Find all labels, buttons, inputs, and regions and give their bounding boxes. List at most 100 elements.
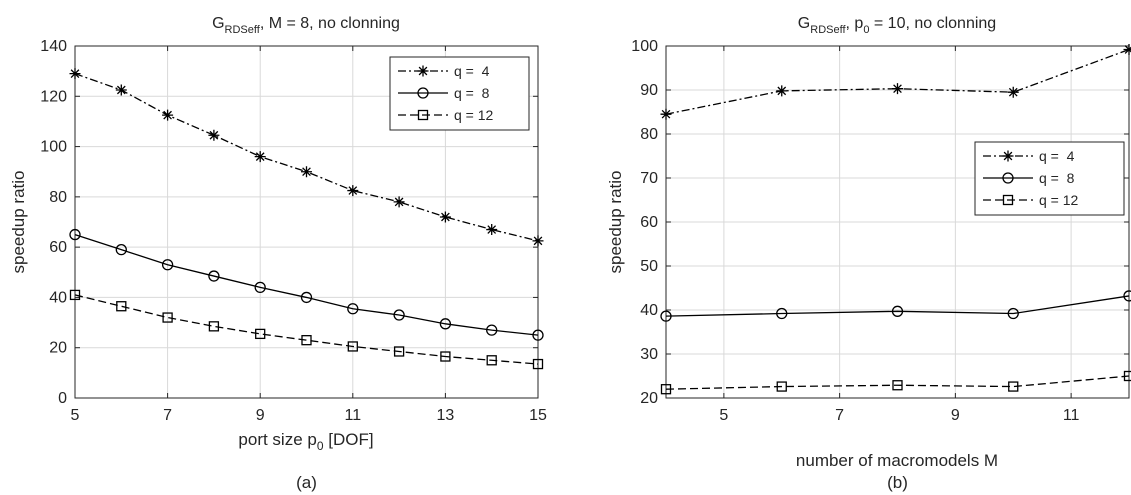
x-tick-label: 11	[344, 407, 361, 424]
data-point	[1007, 307, 1019, 320]
y-tick-label: 40	[49, 289, 67, 306]
panel-caption: (a)	[296, 473, 317, 492]
data-point	[532, 235, 544, 247]
y-tick-label: 50	[640, 258, 658, 275]
data-point	[892, 380, 903, 391]
legend: q = 4 q = 8 q = 12	[389, 56, 530, 131]
data-point	[1007, 86, 1019, 98]
legend-marker	[1002, 150, 1014, 162]
y-tick-label: 100	[631, 38, 658, 55]
y-tick-label: 20	[49, 340, 67, 357]
x-axis-label: number of macromodels M	[796, 451, 998, 470]
data-point	[532, 358, 544, 370]
data-point	[486, 355, 497, 366]
data-point	[301, 335, 312, 346]
y-tick-label: 60	[49, 239, 67, 256]
data-point	[69, 289, 81, 301]
series-line	[665, 375, 1130, 390]
legend-marker	[1002, 172, 1014, 184]
legend-marker	[417, 109, 429, 121]
data-point	[162, 109, 174, 121]
legend-label: q = 8	[1039, 170, 1075, 186]
chart-a: 5 7 9 11 13 15 0 20 40 60 80 100 120 140 GRDSeff, M = …	[9, 15, 547, 492]
data-point	[116, 301, 127, 312]
y-axis-label: speedup ratio	[9, 170, 28, 273]
data-point	[1123, 44, 1131, 56]
y-tick-label: 140	[40, 38, 67, 55]
data-point	[115, 84, 127, 96]
y-tick-label: 30	[640, 346, 658, 363]
data-point	[393, 309, 405, 321]
data-point	[776, 85, 788, 97]
x-tick-label: 5	[719, 407, 728, 424]
data-point	[486, 324, 498, 336]
series-square	[69, 289, 544, 370]
series-circle	[69, 228, 544, 341]
data-point	[660, 108, 672, 120]
data-point	[254, 151, 266, 163]
data-point	[393, 346, 405, 357]
legend-label: q = 8	[454, 85, 490, 101]
data-point	[891, 305, 904, 317]
series-circle	[660, 290, 1131, 322]
data-point	[162, 312, 173, 323]
y-tick-label: 60	[640, 214, 658, 231]
data-point	[161, 259, 174, 271]
y-axis-label: speedup ratio	[606, 170, 625, 273]
x-tick-label: 13	[437, 407, 455, 424]
plot-frame	[74, 45, 539, 399]
data-point	[300, 291, 313, 304]
panel-caption: (b)	[887, 473, 908, 492]
legend-marker	[417, 87, 429, 99]
x-tick-label: 15	[529, 407, 547, 424]
data-point	[254, 281, 266, 294]
y-tick-label: 120	[40, 88, 67, 105]
y-tick-label: 20	[640, 390, 658, 407]
data-point	[347, 341, 358, 352]
data-point	[208, 129, 220, 141]
series-line	[665, 295, 1130, 317]
y-tick-label: 80	[49, 189, 67, 206]
data-point	[439, 211, 451, 223]
data-point	[439, 318, 452, 330]
y-tick-label: 40	[640, 302, 658, 319]
data-point	[776, 307, 788, 320]
y-tick-label: 0	[58, 390, 67, 407]
data-point	[69, 68, 81, 80]
x-tick-label: 9	[951, 407, 960, 424]
data-point	[393, 196, 405, 208]
legend-label: q = 12	[1039, 192, 1079, 208]
legend-marker	[1002, 194, 1014, 206]
data-point	[255, 328, 266, 340]
data-point	[208, 270, 220, 282]
series-star	[660, 44, 1131, 120]
legend-marker	[417, 65, 429, 77]
data-point	[301, 166, 312, 178]
x-tick-label: 7	[163, 407, 172, 424]
series-square	[660, 370, 1131, 395]
series-line	[74, 233, 539, 336]
data-point	[347, 303, 359, 315]
series-star	[69, 68, 544, 247]
y-tick-label: 90	[640, 82, 658, 99]
data-point	[69, 228, 81, 241]
chart-title: GRDSeff, M = 8, no clonning	[212, 15, 400, 36]
data-point	[486, 224, 498, 236]
data-point	[1123, 370, 1131, 382]
y-tick-label: 70	[640, 170, 658, 187]
chart-title: GRDSeff, p0 = 10, no clonning	[798, 15, 996, 36]
data-point	[115, 244, 127, 256]
data-point	[660, 310, 672, 322]
legend-label: q = 12	[454, 107, 494, 123]
legend: q = 4 q = 8 q = 12	[974, 141, 1125, 216]
data-point	[1123, 290, 1131, 302]
y-tick-label: 100	[40, 139, 67, 156]
data-point	[440, 351, 451, 362]
data-point	[532, 329, 544, 341]
x-tick-label: 11	[1063, 407, 1080, 424]
y-tick-label: 80	[640, 126, 658, 143]
x-tick-label: 9	[256, 407, 265, 424]
data-point	[776, 381, 787, 392]
legend-label: q = 4	[454, 63, 490, 79]
